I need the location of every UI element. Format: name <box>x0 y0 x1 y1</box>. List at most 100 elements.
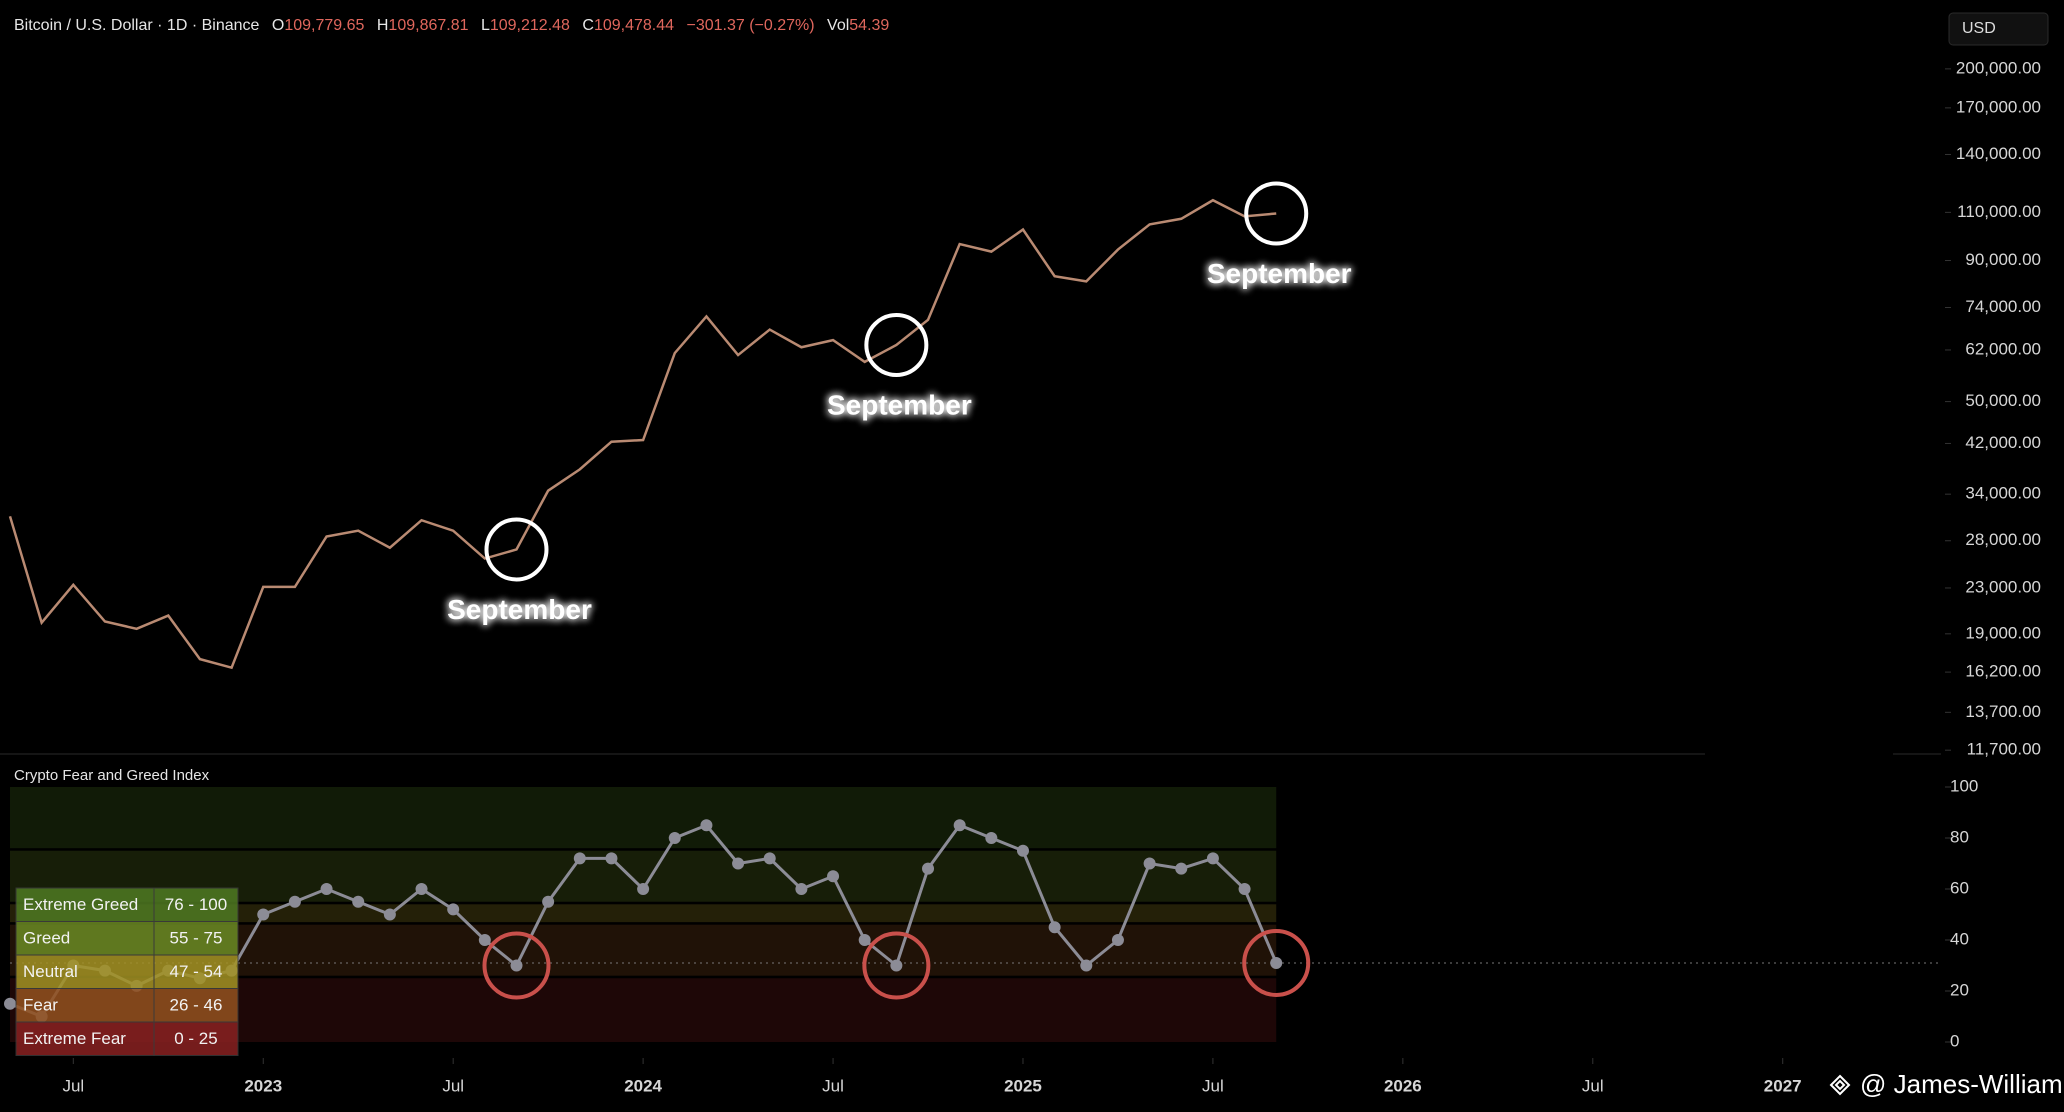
legend-range: 0 - 25 <box>174 1029 217 1048</box>
index-dot <box>1016 844 1029 857</box>
index-dot <box>383 908 396 921</box>
index-dot <box>1238 883 1251 895</box>
legend-name: Greed <box>23 929 70 948</box>
index-dot <box>1048 921 1061 934</box>
y-tick-label: 80 <box>1950 827 1969 846</box>
index-dot <box>668 832 681 844</box>
index-dot <box>827 870 840 883</box>
x-tick-label: Jul <box>1202 1076 1224 1095</box>
legend-cell <box>15 887 239 922</box>
legend-range: 47 - 54 <box>170 962 223 981</box>
y-tick-label: 13,700.00 <box>1965 702 2041 721</box>
index-dot <box>573 852 586 865</box>
index-dot <box>985 832 998 844</box>
y-tick-label: 42,000.00 <box>1965 433 2041 452</box>
ohlc-key: O <box>271 17 285 34</box>
volume-key: Vol <box>827 17 850 34</box>
legend-cell <box>15 921 239 956</box>
x-tick-label: Jul <box>1582 1076 1604 1095</box>
legend-name: Neutral <box>23 962 78 981</box>
y-tick-label: 19,000.00 <box>1965 623 2041 642</box>
index-dot <box>700 819 713 832</box>
index-dot <box>637 883 650 895</box>
volume-value: 54.39 <box>849 17 890 34</box>
x-tick-label: Jul <box>62 1076 84 1095</box>
index-dot <box>320 883 333 895</box>
index-dot <box>478 934 491 946</box>
y-tick-label: 11,700.00 <box>1967 740 2041 759</box>
legend-name: Extreme Greed <box>23 895 138 914</box>
index-dot <box>510 959 523 972</box>
y-tick-label: 170,000.00 <box>1956 97 2041 116</box>
annotation: September <box>447 594 592 625</box>
y-tick-label: 60 <box>1950 878 1969 897</box>
y-tick-label: 90,000.00 <box>1965 250 2041 269</box>
y-tick-label: 50,000.00 <box>1965 391 2041 410</box>
index-dot <box>1111 934 1124 946</box>
highlight-circle <box>1242 928 1311 997</box>
symbol: Bitcoin / U.S. Dollar · 1D · Binance <box>14 17 260 34</box>
highlight-circle <box>862 931 931 1000</box>
legend-name: Extreme Fear <box>23 1029 126 1048</box>
highlight-circle <box>1244 181 1309 246</box>
ohlc-value: 109,478.44 <box>593 17 675 34</box>
ohlc-value: 109,867.81 <box>388 17 469 34</box>
watermark-icon <box>1829 1074 1851 1096</box>
currency[interactable]: USD <box>1962 20 1996 37</box>
index-dot <box>890 959 903 972</box>
index-dot <box>732 857 745 870</box>
ohlc-value: 109,212.48 <box>489 17 570 34</box>
header: Bitcoin / U.S. Dollar · 1D · Binance O 10… <box>14 17 897 35</box>
y-tick-label: 200,000.00 <box>1956 58 2041 77</box>
index-dot <box>1175 862 1188 875</box>
ohlc-key: H <box>376 17 389 34</box>
index-dot <box>605 852 618 865</box>
annotation: September <box>827 389 972 420</box>
y-tick-label: 28,000.00 <box>1965 530 2041 549</box>
ohlc-key: L <box>480 17 490 34</box>
x-tick-label: 2025 <box>1004 1076 1042 1095</box>
x-tick-label: 2024 <box>624 1076 662 1095</box>
price-line <box>8 198 1277 670</box>
change: −301.37 (−0.27%) <box>686 17 815 34</box>
y-tick-label: 34,000.00 <box>1965 484 2041 503</box>
y-tick-label: 23,000.00 <box>1965 577 2041 596</box>
y-tick-label: 0 <box>1950 1031 1959 1050</box>
index-dot <box>288 895 301 908</box>
index-dot <box>447 903 460 916</box>
legend-cell <box>15 1021 239 1056</box>
legend-range: 55 - 75 <box>170 929 223 948</box>
legend-cell <box>15 988 239 1023</box>
index-dot <box>415 883 428 895</box>
zone-band <box>10 904 1277 923</box>
y-tick-label: 16,200.00 <box>1965 662 2041 681</box>
x-tick-label: 2023 <box>244 1076 282 1095</box>
y-tick-label: 62,000.00 <box>1965 339 2041 358</box>
x-tick-label: 2026 <box>1384 1076 1422 1095</box>
pane-title: Crypto Fear and Greed Index <box>14 767 210 784</box>
y-tick-label: 20 <box>1950 980 1969 999</box>
index-dot <box>542 895 555 908</box>
currency-button[interactable] <box>1948 12 2049 46</box>
y-tick-label: 100 <box>1950 776 1978 795</box>
index-dot <box>1080 959 1093 972</box>
index-dot <box>352 895 365 908</box>
y-tick-label: 140,000.00 <box>1956 144 2041 163</box>
index-dot <box>858 934 871 946</box>
y-tick-label: 40 <box>1950 929 1969 948</box>
index-dot <box>257 908 270 921</box>
highlight-circle <box>482 931 551 1000</box>
annotation: September <box>1207 258 1352 289</box>
watermark: @ James-William <box>1860 1069 2063 1099</box>
ohlc-key: C <box>582 17 594 34</box>
y-tick-label: 110,000.00 <box>1957 202 2041 221</box>
highlight-circle <box>484 517 549 582</box>
index-dot <box>1206 852 1219 865</box>
x-tick-label: Jul <box>442 1076 464 1095</box>
x-tick-label: 2027 <box>1764 1076 1802 1095</box>
y-tick-label: 74,000.00 <box>1965 297 2041 316</box>
index-dot <box>1270 956 1283 969</box>
legend-cell <box>15 954 239 989</box>
index-dot <box>4 997 16 1010</box>
